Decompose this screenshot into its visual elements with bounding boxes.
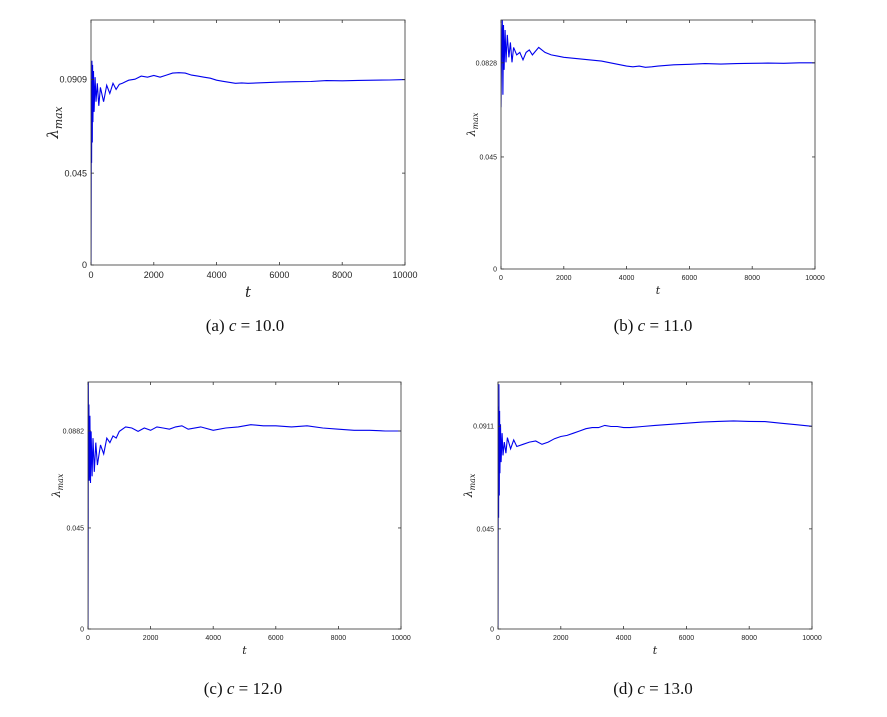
- panel-caption: (c) c = 12.0: [204, 679, 283, 698]
- caption-label: (b): [614, 316, 638, 335]
- x-tick-label: 8000: [331, 635, 347, 642]
- panel-caption: (b) c = 11.0: [614, 316, 693, 335]
- axes-box: [500, 19, 816, 270]
- series-line: [88, 382, 401, 629]
- y-axis-label-subscript: max: [468, 473, 477, 490]
- x-tick-label: 4000: [619, 275, 635, 282]
- x-tick-label: 2000: [144, 270, 164, 280]
- x-tick-label: 2000: [556, 275, 572, 282]
- x-tick-label: 4000: [205, 635, 221, 642]
- chart-panel-1: 0 2000 4000 6000 8000 10000 0 0.045 0.0909 t λmax (…: [44, 19, 418, 335]
- series-line: [501, 20, 815, 108]
- chart-panel-4: 0 2000 4000 6000 8000 10000 0 0.045 0.0911 t λmax (…: [462, 381, 822, 698]
- y-axis-label-symbol: λ: [462, 490, 475, 498]
- x-tick-label: 10000: [802, 635, 822, 642]
- chart-panel-2: 0 2000 4000 6000 8000 10000 0 0.045 0.0828 t λmax (…: [465, 19, 825, 335]
- caption-label: (c): [204, 679, 227, 698]
- x-tick-label: 6000: [682, 275, 698, 282]
- x-tick-label: 8000: [741, 635, 757, 642]
- axes-box: [90, 19, 406, 266]
- x-axis-label: t: [656, 284, 661, 297]
- y-tick-label: 0: [82, 260, 87, 270]
- x-tick-label: 10000: [391, 635, 411, 642]
- x-tick-label: 0: [88, 270, 93, 280]
- x-tick-label: 8000: [332, 270, 352, 280]
- y-tick-label: 0.0911: [473, 424, 494, 431]
- y-axis-label-subscript: max: [56, 473, 65, 490]
- y-tick-label: 0.045: [66, 525, 84, 532]
- x-tick-label: 2000: [553, 635, 569, 642]
- y-axis-label: λmax: [462, 473, 477, 498]
- panel-caption: (a) c = 10.0: [206, 316, 285, 335]
- y-tick-label: 0.045: [64, 168, 87, 178]
- y-tick-label: 0.0828: [476, 60, 498, 67]
- x-tick-label: 10000: [805, 275, 825, 282]
- y-axis-label-symbol: λ: [44, 129, 62, 140]
- y-axis-label-symbol: λ: [50, 490, 63, 498]
- series-line: [498, 384, 812, 629]
- caption-value: = 12.0: [234, 679, 282, 698]
- axes-box: [497, 381, 813, 630]
- x-tick-label: 2000: [143, 635, 159, 642]
- y-tick-label: 0: [80, 626, 84, 633]
- y-axis-label: λmax: [44, 106, 65, 139]
- caption-value: = 13.0: [645, 679, 693, 698]
- y-tick-label: 0: [493, 266, 497, 273]
- x-tick-label: 6000: [269, 270, 289, 280]
- y-axis-label-symbol: λ: [465, 129, 478, 137]
- y-axis-label: λmax: [465, 112, 480, 137]
- caption-variable: c: [638, 316, 646, 335]
- x-tick-label: 8000: [744, 275, 760, 282]
- y-tick-label: 0: [490, 626, 494, 633]
- y-tick-label: 0.0909: [59, 75, 87, 85]
- x-axis-label: t: [242, 644, 247, 657]
- y-tick-label: 0.045: [479, 154, 497, 161]
- x-tick-label: 4000: [207, 270, 227, 280]
- axes-box: [87, 381, 402, 630]
- x-axis-label: t: [245, 283, 252, 301]
- x-tick-label: 0: [86, 635, 90, 642]
- y-axis-label-subscript: max: [471, 112, 480, 129]
- x-tick-label: 4000: [616, 635, 632, 642]
- panel-caption: (d) c = 13.0: [613, 679, 692, 698]
- x-tick-label: 0: [499, 275, 503, 282]
- y-tick-label: 0.045: [476, 526, 494, 533]
- caption-value: = 11.0: [645, 316, 692, 335]
- chart-panel-3: 0 2000 4000 6000 8000 10000 0 0.045 0.0882 t λmax (…: [50, 381, 411, 698]
- y-axis-label: λmax: [50, 473, 65, 498]
- y-tick-label: 0.0882: [63, 428, 85, 435]
- x-tick-label: 10000: [392, 270, 417, 280]
- series-line: [91, 60, 405, 265]
- caption-variable: c: [637, 679, 645, 698]
- x-axis-label: t: [653, 644, 658, 657]
- caption-label: (a): [206, 316, 229, 335]
- x-tick-label: 0: [496, 635, 500, 642]
- x-tick-label: 6000: [268, 635, 284, 642]
- caption-variable: c: [227, 679, 235, 698]
- caption-label: (d): [613, 679, 637, 698]
- x-tick-label: 6000: [679, 635, 695, 642]
- y-axis-label-subscript: max: [52, 106, 65, 129]
- caption-variable: c: [229, 316, 237, 335]
- caption-value: = 10.0: [236, 316, 284, 335]
